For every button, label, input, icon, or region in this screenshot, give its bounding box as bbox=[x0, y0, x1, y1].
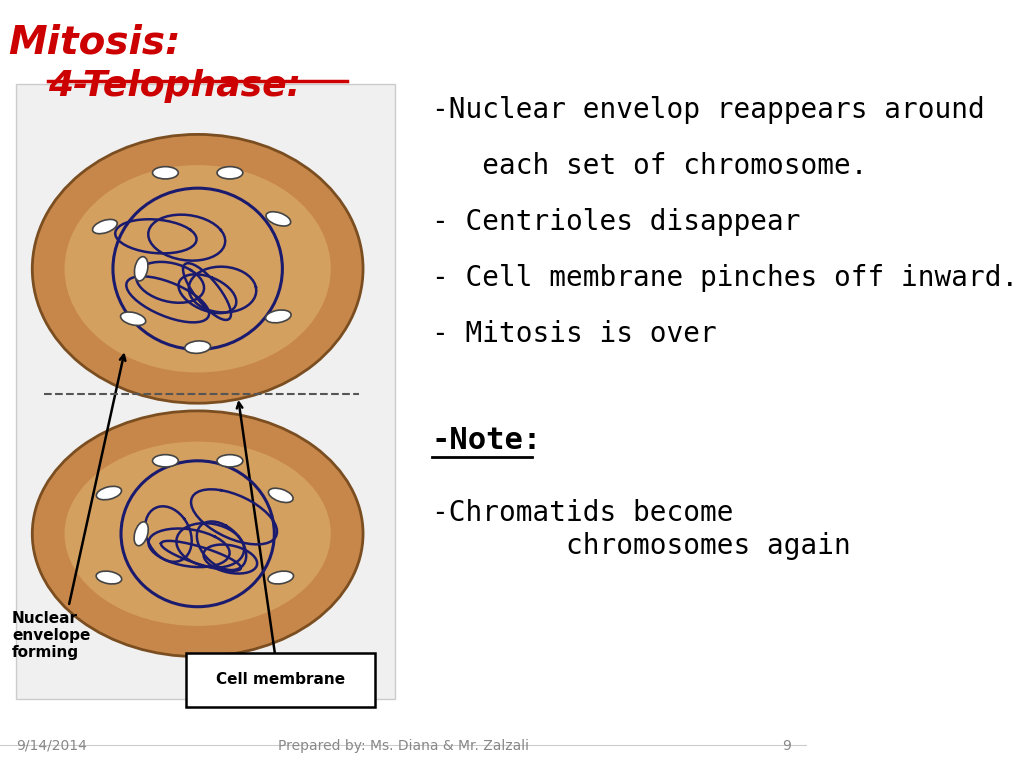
Ellipse shape bbox=[65, 165, 331, 372]
Ellipse shape bbox=[184, 341, 211, 353]
Text: - Centrioles disappear: - Centrioles disappear bbox=[432, 208, 800, 236]
Ellipse shape bbox=[134, 257, 147, 281]
Ellipse shape bbox=[65, 442, 331, 626]
Text: - Mitosis is over: - Mitosis is over bbox=[432, 320, 717, 348]
Ellipse shape bbox=[217, 167, 243, 179]
Text: -Chromatids become
        chromosomes again: -Chromatids become chromosomes again bbox=[432, 499, 850, 560]
Text: 4-Telophase:: 4-Telophase: bbox=[48, 69, 301, 103]
Ellipse shape bbox=[96, 571, 122, 584]
FancyBboxPatch shape bbox=[185, 653, 375, 707]
Ellipse shape bbox=[153, 455, 178, 467]
Text: each set of chromosome.: each set of chromosome. bbox=[432, 152, 867, 180]
Ellipse shape bbox=[33, 411, 364, 657]
Ellipse shape bbox=[266, 212, 291, 226]
Ellipse shape bbox=[265, 310, 291, 323]
Text: -Note:: -Note: bbox=[432, 426, 542, 455]
Ellipse shape bbox=[153, 167, 178, 179]
Text: Cell membrane: Cell membrane bbox=[216, 672, 345, 687]
Ellipse shape bbox=[268, 571, 294, 584]
Ellipse shape bbox=[92, 220, 117, 233]
Text: - Cell membrane pinches off inward.: - Cell membrane pinches off inward. bbox=[432, 264, 1018, 292]
Ellipse shape bbox=[268, 488, 293, 502]
Text: Prepared by: Ms. Diana & Mr. Zalzali: Prepared by: Ms. Diana & Mr. Zalzali bbox=[278, 739, 528, 753]
Text: 9: 9 bbox=[781, 739, 791, 753]
Ellipse shape bbox=[217, 455, 243, 467]
Text: -Nuclear envelop reappears around: -Nuclear envelop reappears around bbox=[432, 96, 984, 124]
Text: 9/14/2014: 9/14/2014 bbox=[16, 739, 87, 753]
FancyBboxPatch shape bbox=[16, 84, 395, 699]
Ellipse shape bbox=[33, 134, 364, 403]
Text: Nuclear
envelope
forming: Nuclear envelope forming bbox=[12, 611, 90, 660]
Text: Mitosis:: Mitosis: bbox=[8, 23, 180, 61]
Ellipse shape bbox=[121, 312, 145, 326]
Ellipse shape bbox=[96, 486, 122, 500]
Ellipse shape bbox=[134, 521, 148, 546]
